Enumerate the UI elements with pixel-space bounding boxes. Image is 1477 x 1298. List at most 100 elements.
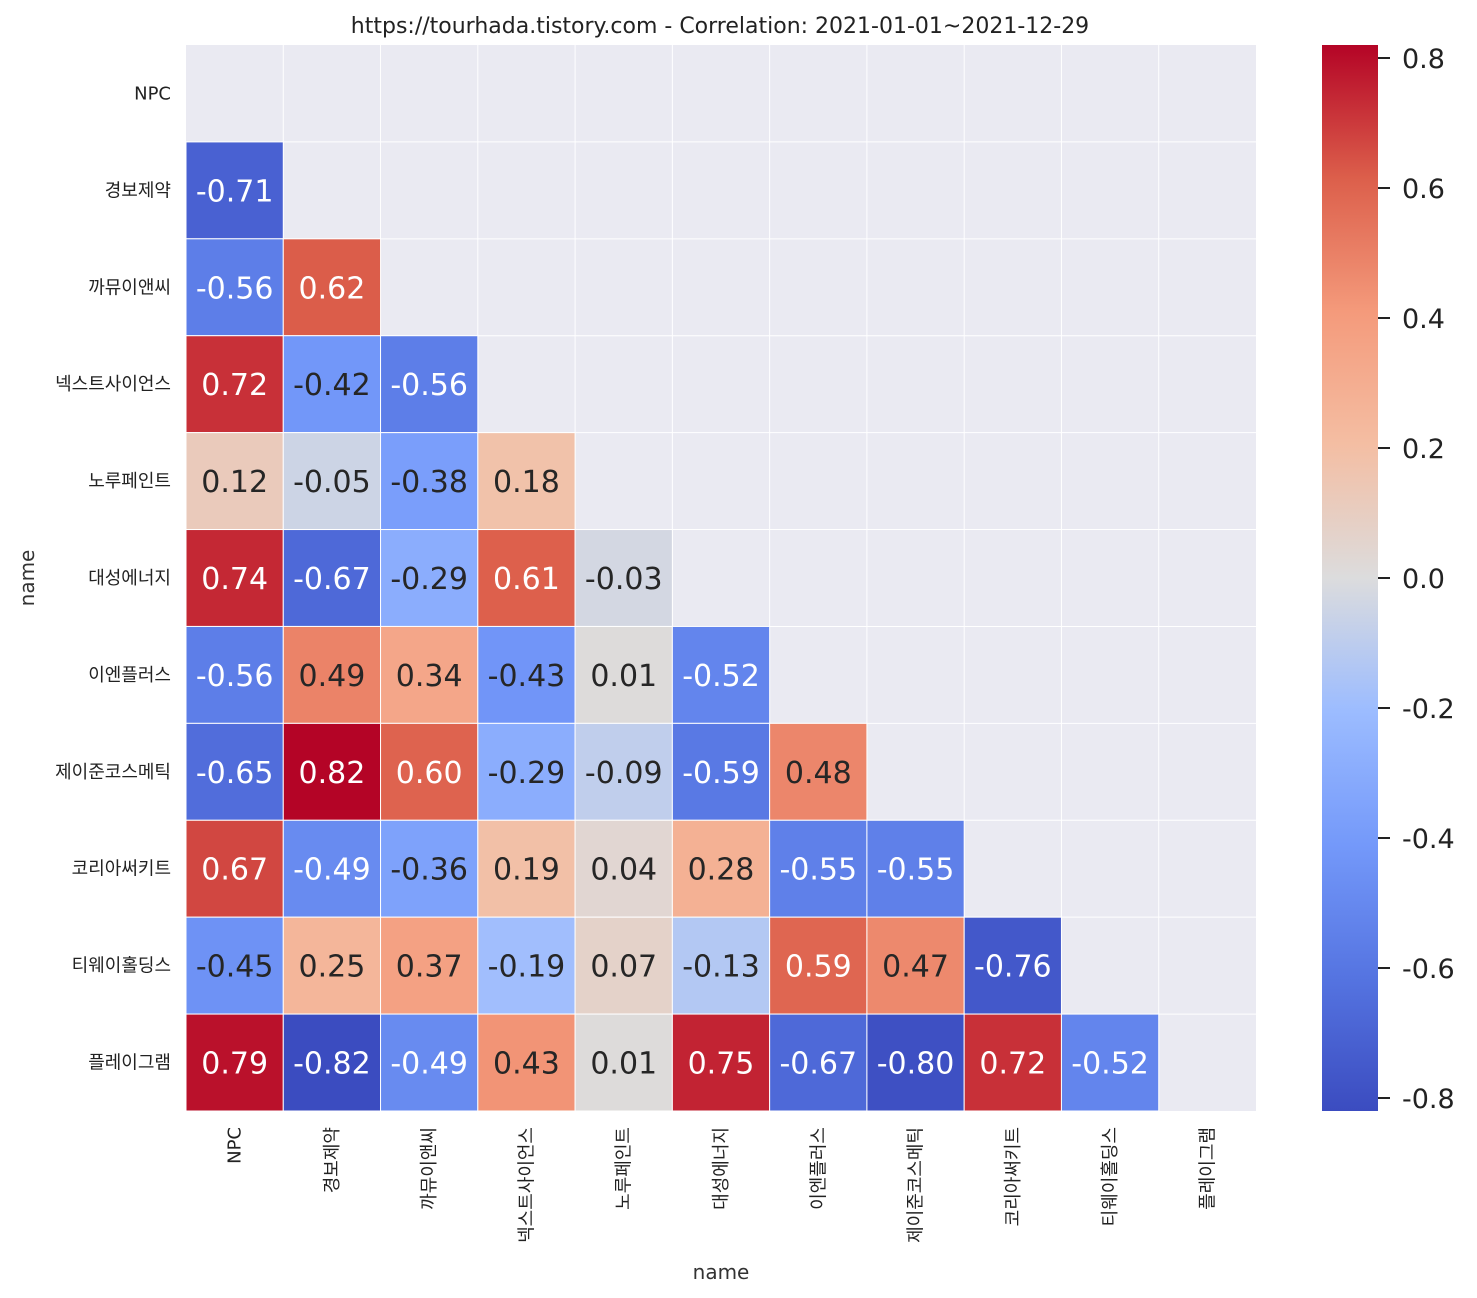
cell-value-label: -0.59 — [682, 756, 760, 791]
heatmap-cell — [963, 916, 1062, 1015]
y-tick-label: 노루페인트 — [88, 471, 171, 492]
cell-value-label: -0.56 — [390, 368, 468, 403]
heatmap-cell — [671, 819, 771, 918]
heatmap-cell — [769, 819, 868, 918]
heatmap-cell — [477, 1013, 576, 1112]
cell-value-label: 0.60 — [396, 756, 463, 791]
cell-value-label: -0.55 — [779, 853, 857, 888]
heatmap-cell — [185, 238, 284, 337]
y-tick-label: 티웨이홀딩스 — [72, 956, 171, 977]
heatmap-cell — [282, 335, 382, 434]
cell-value-label: 0.34 — [396, 659, 463, 694]
cell-value-label: -0.49 — [390, 1047, 468, 1082]
heatmap-cell — [769, 722, 868, 821]
heatmap-cell — [671, 722, 771, 821]
x-tick-label: 까뮤이앤씨 — [419, 1127, 440, 1210]
x-tick-label: 티웨이홀딩스 — [1100, 1127, 1121, 1226]
x-tick-label: NPC — [225, 1127, 246, 1164]
cell-value-label: -0.65 — [196, 756, 274, 791]
heatmap-cell — [185, 432, 284, 531]
heatmap-cell — [282, 238, 382, 337]
y-tick-label: 플레이그램 — [88, 1053, 171, 1074]
heatmap-cell — [1060, 1013, 1160, 1112]
cell-value-label: -0.29 — [488, 756, 566, 791]
y-tick-labels: NPC 경보제약까뮤이앤씨넥스트사이언스노루페인트대성에너지이엔플러스제이준코스메… — [55, 83, 171, 1073]
colorbar-tick-label: -0.2 — [1402, 694, 1455, 725]
cell-value-label: 0.07 — [590, 950, 657, 985]
cell-value-label: -0.38 — [390, 465, 468, 500]
cell-value-label: -0.56 — [196, 271, 274, 306]
cell-value-label: 0.48 — [785, 756, 852, 791]
x-tick-label: 대성에너지 — [711, 1127, 732, 1210]
y-axis-label: name — [15, 550, 39, 607]
cell-value-label: -0.42 — [293, 368, 371, 403]
colorbar-tick-label: -0.6 — [1402, 954, 1455, 985]
heatmap-cell — [282, 529, 382, 627]
cell-value-label: 0.37 — [396, 950, 463, 985]
y-tick-label: 까뮤이앤씨 — [88, 277, 171, 298]
cell-value-label: -0.80 — [877, 1047, 955, 1082]
cell-value-label: -0.71 — [196, 174, 274, 209]
heatmap-cell — [380, 335, 479, 434]
heatmap-cell — [574, 529, 673, 627]
cell-value-label: 0.01 — [590, 659, 657, 694]
cell-value-label: -0.09 — [585, 756, 663, 791]
y-tick-label: NPC — [134, 83, 171, 104]
cell-value-label: 0.75 — [688, 1047, 755, 1082]
x-tick-label: 노루페인트 — [614, 1127, 635, 1210]
cell-value-label: 0.01 — [590, 1047, 657, 1082]
cell-value-label: -0.03 — [585, 562, 663, 597]
cell-value-label: -0.67 — [293, 562, 371, 597]
y-tick-label: 넥스트사이언스 — [55, 374, 171, 395]
cell-value-label: 0.82 — [299, 756, 366, 791]
cell-value-label: -0.43 — [488, 659, 566, 694]
cell-value-label: 0.18 — [493, 465, 560, 500]
heatmap-cell — [477, 722, 576, 821]
heatmap-cells — [185, 45, 1256, 1112]
cell-value-label: -0.67 — [779, 1047, 857, 1082]
x-tick-label: 제이준코스메틱 — [906, 1127, 927, 1243]
x-tick-label: 플레이그램 — [1197, 1127, 1218, 1210]
heatmap-cell — [282, 432, 382, 531]
cell-value-label: 0.67 — [201, 853, 268, 888]
heatmap-cell — [866, 819, 965, 918]
x-tick-label: 이엔플러스 — [808, 1127, 829, 1210]
y-tick-label: 제이준코스메틱 — [55, 762, 171, 783]
heatmap-cell — [185, 141, 284, 240]
x-tick-label: 넥스트사이언스 — [516, 1127, 537, 1243]
cell-value-label: -0.56 — [196, 659, 274, 694]
cell-value-label: 0.47 — [882, 950, 949, 985]
colorbar-tick-label: -0.4 — [1402, 824, 1455, 855]
cell-value-label: -0.13 — [682, 950, 760, 985]
colorbar-tick-label: -0.8 — [1402, 1084, 1455, 1115]
cell-value-label: -0.05 — [293, 465, 371, 500]
cell-value-label: 0.72 — [201, 368, 268, 403]
heatmap-cell — [282, 625, 382, 724]
heatmap-cell — [574, 819, 673, 918]
heatmap-cell — [185, 625, 284, 724]
cell-value-label: 0.74 — [201, 562, 268, 597]
heatmap-cell — [185, 335, 284, 434]
heatmap-cell — [769, 916, 868, 1015]
cell-value-label: 0.62 — [299, 271, 366, 306]
cell-value-label: -0.29 — [390, 562, 468, 597]
cell-value-label: 0.72 — [979, 1047, 1046, 1082]
heatmap-cell — [671, 1013, 771, 1112]
heatmap-cell — [477, 916, 576, 1015]
heatmap-cell — [380, 432, 479, 531]
cell-value-label: 0.04 — [590, 853, 657, 888]
y-tick-label: 대성에너지 — [88, 568, 171, 589]
colorbar-tick-label: 0.6 — [1402, 174, 1445, 205]
cell-value-label: -0.19 — [488, 950, 566, 985]
colorbar-tick-label: 0.4 — [1402, 304, 1445, 335]
heatmap-cell — [574, 916, 673, 1015]
heatmap-cell — [380, 625, 479, 724]
cell-value-label: -0.52 — [1071, 1047, 1149, 1082]
heatmap-cell — [574, 722, 673, 821]
heatmap-cell — [380, 916, 479, 1015]
cell-value-label: -0.76 — [974, 950, 1052, 985]
x-tick-label: 경보제약 — [322, 1127, 343, 1193]
cell-value-label: 0.28 — [688, 853, 755, 888]
cell-value-label: -0.55 — [877, 853, 955, 888]
